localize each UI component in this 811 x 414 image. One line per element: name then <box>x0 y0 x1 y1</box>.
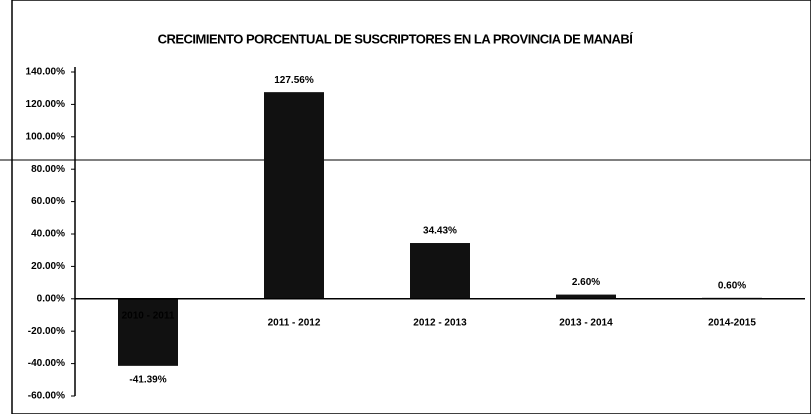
data-label: 0.60% <box>718 280 746 291</box>
frame <box>11 0 811 414</box>
y-tick-label: -40.00% <box>28 358 65 369</box>
data-label: -41.39% <box>129 374 166 385</box>
x-tick-label: 2013 - 2014 <box>559 317 613 328</box>
y-tick-label: 60.00% <box>31 196 65 207</box>
bar <box>410 243 470 299</box>
y-tick-label: 40.00% <box>31 229 65 240</box>
y-tick-label: 20.00% <box>31 261 65 272</box>
chart-title: CRECIMIENTO PORCENTUAL DE SUSCRIPTORES E… <box>158 31 634 46</box>
x-tick-label: 2010 - 2011 <box>122 310 175 321</box>
y-tick-label: 140.00% <box>26 67 66 78</box>
y-tick-label: -60.00% <box>28 391 65 402</box>
data-label: 127.56% <box>274 75 314 86</box>
y-tick-label: 100.00% <box>26 131 66 142</box>
y-tick-label: -20.00% <box>28 326 65 337</box>
bar <box>264 92 324 299</box>
y-tick-label: 0.00% <box>37 293 65 304</box>
bar <box>118 298 178 366</box>
data-label: 34.43% <box>423 226 457 237</box>
x-tick-label: 2011 - 2012 <box>268 317 321 328</box>
x-tick-label: 2012 - 2013 <box>413 317 467 328</box>
data-label: 2.60% <box>572 277 600 288</box>
bar <box>556 294 616 299</box>
x-tick-label: 2014-2015 <box>708 317 756 328</box>
y-tick-label: 80.00% <box>31 164 65 175</box>
y-tick-label: 120.00% <box>26 99 66 110</box>
